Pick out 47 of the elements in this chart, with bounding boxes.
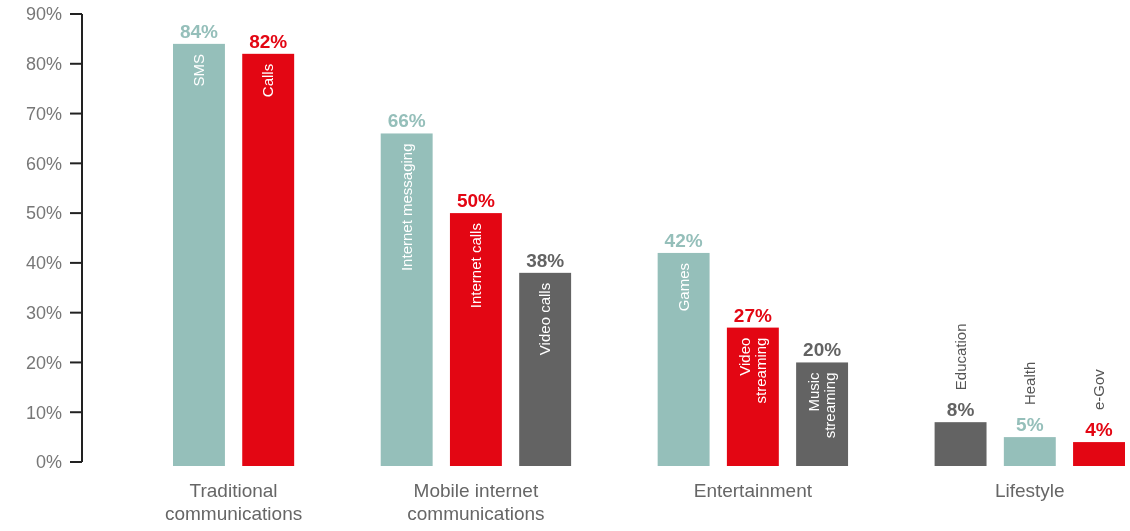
y-tick-label: 0% xyxy=(35,452,62,473)
y-tick-label: 30% xyxy=(25,302,62,323)
data-label: 27% xyxy=(733,304,772,326)
x-tick-label: Music streaming xyxy=(805,371,839,439)
text: Lifestyle xyxy=(994,480,1065,501)
y-tick-label: 80% xyxy=(25,54,62,75)
x-tick-label: Education xyxy=(951,323,969,391)
x-tick-label: Internet calls xyxy=(467,223,485,309)
bar xyxy=(934,422,987,466)
data-label: 4% xyxy=(1085,419,1113,441)
y-tick-label: 40% xyxy=(25,253,62,274)
x-tick-label: Games xyxy=(674,262,692,312)
bar xyxy=(1073,442,1125,466)
data-label: 82% xyxy=(249,30,288,52)
bar xyxy=(657,252,710,466)
data-label: 50% xyxy=(456,190,496,212)
data-label: 84% xyxy=(179,20,219,42)
x-tick-label: Internet messaging xyxy=(397,143,415,272)
x-tick-label: Video streaming xyxy=(736,337,769,404)
bar xyxy=(380,133,433,466)
data-label: 38% xyxy=(526,249,565,271)
x-tick-label: Video calls xyxy=(536,282,554,356)
y-tick-label: 10% xyxy=(25,402,62,423)
text: Traditional communications xyxy=(164,480,303,524)
text: Entertainment xyxy=(693,480,813,501)
bar xyxy=(796,362,849,466)
bar xyxy=(519,272,572,466)
data-label: 8% xyxy=(946,399,975,421)
bar xyxy=(1003,437,1056,466)
data-label: 42% xyxy=(664,229,703,251)
y-tick-label: 50% xyxy=(25,203,62,224)
bar xyxy=(449,213,502,466)
data-label: 66% xyxy=(387,110,426,132)
data-label: 5% xyxy=(1016,414,1044,436)
x-tick-label: SMS xyxy=(190,53,208,87)
y-tick-label: 90% xyxy=(25,4,62,25)
x-tick-label: e-Gov xyxy=(1090,368,1108,411)
y-tick-label: 20% xyxy=(25,352,62,373)
y-tick-label: 60% xyxy=(25,153,62,174)
x-tick-label: Health xyxy=(1021,361,1039,406)
bar xyxy=(242,53,295,466)
bar xyxy=(726,327,779,466)
bar xyxy=(173,43,225,466)
y-tick-label: 70% xyxy=(25,103,62,124)
text: Mobile internet communications xyxy=(407,480,545,524)
data-label: 20% xyxy=(803,339,842,361)
x-tick-label: Calls xyxy=(259,63,277,98)
